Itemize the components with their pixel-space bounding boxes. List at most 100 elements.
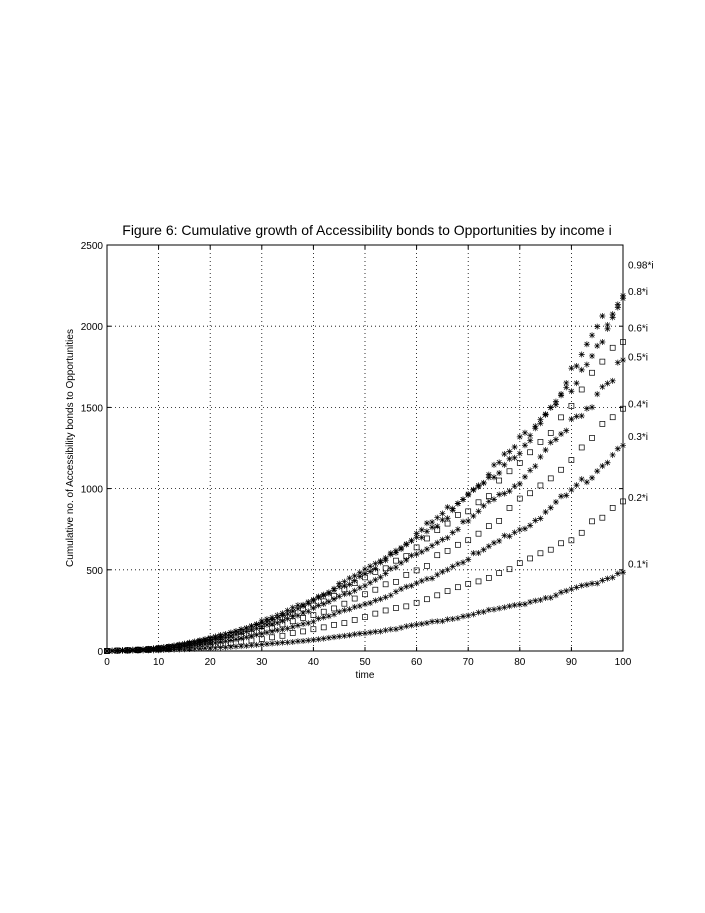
data-point-star	[253, 625, 260, 632]
data-point-star	[439, 618, 446, 625]
data-point-square	[620, 339, 626, 345]
data-point-square	[506, 468, 513, 475]
data-point-square	[372, 568, 379, 575]
x-tick-label: 90	[566, 657, 578, 668]
data-point-star	[552, 498, 559, 505]
data-point-star	[532, 463, 539, 470]
chart-title: Figure 6: Cumulative growth of Accessibi…	[122, 222, 611, 238]
data-point-star	[310, 604, 317, 611]
data-point-star	[496, 605, 503, 612]
data-point-star	[387, 592, 394, 599]
data-point-star	[289, 638, 296, 645]
data-point-star	[589, 474, 596, 481]
data-point-star	[227, 629, 234, 636]
data-point-star	[109, 647, 116, 654]
data-point-star	[305, 600, 312, 607]
data-point-star	[521, 442, 528, 449]
data-point-square	[320, 624, 327, 631]
data-point-star	[289, 613, 296, 620]
data-point-star	[460, 559, 467, 566]
data-point-square	[341, 620, 348, 626]
data-point-star	[341, 578, 348, 585]
data-point-star	[558, 589, 565, 596]
data-point-star	[532, 597, 539, 604]
data-point-star	[222, 644, 229, 651]
data-point-star	[449, 507, 456, 514]
data-point-square	[578, 444, 585, 451]
data-point-star	[475, 482, 482, 489]
data-point-square	[465, 537, 472, 544]
data-point-star	[263, 618, 270, 625]
data-point-star	[171, 646, 178, 653]
data-point-star	[454, 615, 461, 622]
data-point-star	[248, 642, 255, 649]
data-point-star	[563, 587, 570, 594]
data-point-star	[563, 492, 570, 499]
y-tick-label: 2500	[81, 241, 104, 252]
data-point-star	[104, 648, 110, 654]
data-point-star	[573, 380, 580, 387]
data-point-star	[160, 647, 167, 654]
data-point-star	[284, 611, 291, 618]
data-point-square	[413, 544, 420, 551]
data-point-star	[501, 532, 508, 539]
data-point-star	[150, 647, 157, 654]
data-point-star	[594, 391, 601, 398]
data-point-star	[274, 619, 281, 626]
data-point-square	[289, 630, 296, 636]
data-point-star	[253, 631, 260, 638]
data-point-square	[589, 518, 595, 525]
data-point-square	[403, 572, 410, 578]
data-point-star	[599, 383, 606, 390]
data-point-star	[413, 530, 420, 537]
data-point-star	[604, 380, 611, 387]
data-point-star	[382, 570, 389, 577]
data-point-star	[609, 451, 616, 458]
data-point-square	[516, 460, 523, 466]
data-point-square	[393, 557, 399, 564]
data-point-star	[444, 616, 451, 623]
data-point-star	[589, 404, 596, 411]
data-point-star	[377, 559, 384, 566]
data-point-square	[558, 466, 564, 473]
data-point-star	[351, 631, 358, 638]
data-point-star	[423, 619, 430, 626]
data-point-square	[320, 608, 327, 615]
data-point-star	[362, 630, 368, 637]
data-point-star	[568, 586, 575, 593]
data-point-star	[212, 639, 219, 646]
data-point-star	[233, 643, 239, 650]
data-point-star	[583, 405, 590, 412]
data-point-star	[449, 563, 456, 570]
data-point-star	[413, 551, 420, 558]
data-point-square	[589, 435, 595, 441]
data-point-star	[284, 607, 291, 614]
data-point-star	[547, 504, 554, 511]
data-point-star	[269, 640, 276, 647]
data-point-star	[423, 546, 430, 553]
data-point-star	[429, 524, 436, 531]
data-point-star	[227, 643, 234, 650]
data-point-star	[527, 522, 534, 529]
data-point-star	[578, 476, 585, 483]
data-point-star	[248, 626, 255, 633]
data-point-star	[310, 618, 317, 625]
data-point-star	[444, 534, 451, 541]
data-point-star	[202, 641, 209, 648]
data-point-star	[521, 473, 528, 480]
data-point-star	[491, 474, 497, 481]
data-point-star	[423, 528, 430, 535]
data-point-square	[599, 421, 606, 427]
data-point-star	[351, 604, 358, 611]
data-point-star	[578, 351, 585, 358]
data-point-star	[620, 357, 626, 364]
data-point-star	[537, 416, 544, 423]
data-point-star	[527, 432, 534, 439]
data-point-star	[449, 615, 456, 622]
data-point-star	[511, 443, 518, 450]
y-axis-label: Cumulative no. of Accessibility bonds to…	[65, 329, 76, 567]
data-point-square	[382, 607, 389, 614]
y-tick-label: 500	[86, 566, 103, 577]
